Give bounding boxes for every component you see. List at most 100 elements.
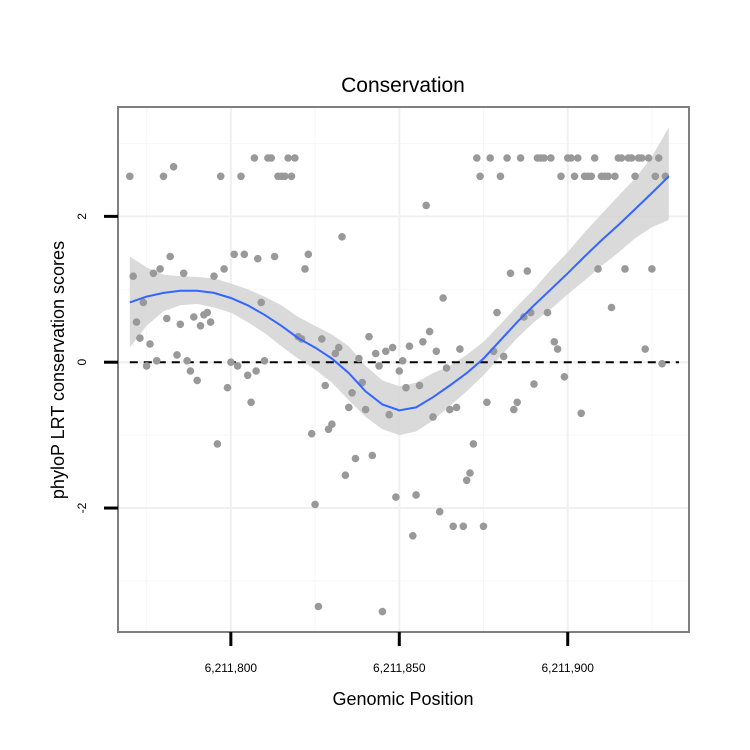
data-point [253,254,262,263]
data-point [190,313,198,321]
data-point [446,405,454,414]
data-point [378,607,387,616]
data-point [314,602,323,611]
data-point [281,172,289,181]
data-point [412,491,420,499]
chart-title: Conservation [341,74,465,97]
data-point [621,265,629,273]
data-point [607,303,616,312]
data-point [395,367,404,375]
data-point [530,380,538,388]
confidence-ribbon [129,127,669,436]
points-layer [126,154,670,616]
data-point [574,154,582,162]
data-point [163,314,171,323]
data-point [287,172,296,181]
data-point [439,294,447,302]
data-point [365,332,373,341]
data-point [203,308,212,317]
data-point [348,389,356,397]
data-point [513,398,521,407]
data-point [503,154,511,162]
grid [118,107,689,632]
data-point [611,172,619,181]
data-point [398,357,407,365]
data-point [247,398,255,407]
data-point [392,493,400,501]
data-point [638,154,646,162]
data-point [654,154,663,162]
data-point [351,454,360,463]
data-point [136,334,144,342]
data-point [193,376,201,385]
data-point [341,471,350,480]
data-point [493,308,501,317]
data-point [476,172,484,181]
data-point [409,532,417,540]
data-point [186,367,195,375]
data-point [216,172,225,181]
data-point [371,349,380,358]
data-point [644,154,653,162]
panel-border [117,106,690,633]
data-point [240,250,249,259]
data-point [311,500,319,509]
data-point [462,476,471,485]
data-point [473,154,481,162]
data-point [318,335,326,343]
data-point [126,172,134,181]
data-point [152,357,161,365]
data-point [237,172,245,181]
data-point [375,362,383,370]
data-point [196,322,205,330]
data-point [260,357,269,365]
data-point [129,272,137,281]
data-point [405,342,414,351]
data-point [547,154,555,162]
data-point [483,398,491,407]
data-point [179,269,188,278]
data-point [166,252,174,261]
data-point [146,340,154,348]
data-point [385,410,394,419]
data-point [648,265,656,273]
data-point [651,172,660,181]
data-point [388,343,397,352]
data-point [641,345,649,353]
data-point [510,405,518,414]
data-point [415,381,424,390]
data-point [291,154,299,162]
data-point [361,405,370,414]
data-point [432,347,441,356]
data-point [402,383,410,392]
data-point [466,469,474,477]
data-point [429,413,437,421]
data-point [169,163,178,171]
data-point [334,343,343,352]
data-point [301,265,309,273]
data-point [210,272,218,281]
smooth-fit-line [129,175,670,412]
data-point [560,373,569,381]
data-point [345,403,353,412]
data-point [594,265,602,273]
data-point [570,172,579,181]
data-point [173,351,181,359]
data-point [577,409,585,418]
data-point [159,172,168,181]
data-point [459,522,468,531]
data-point [523,267,532,275]
data-point [499,352,508,361]
data-point [479,522,488,531]
data-point [540,154,548,162]
data-point [284,154,292,162]
data-point [328,420,336,429]
data-point [658,359,666,368]
y-tick-label: 2 [75,213,89,220]
data-point [506,269,515,278]
data-point [617,154,626,162]
data-point [149,269,158,278]
data-point [419,338,427,346]
y-tick-label: 0 [75,359,89,366]
data-point [435,507,444,516]
